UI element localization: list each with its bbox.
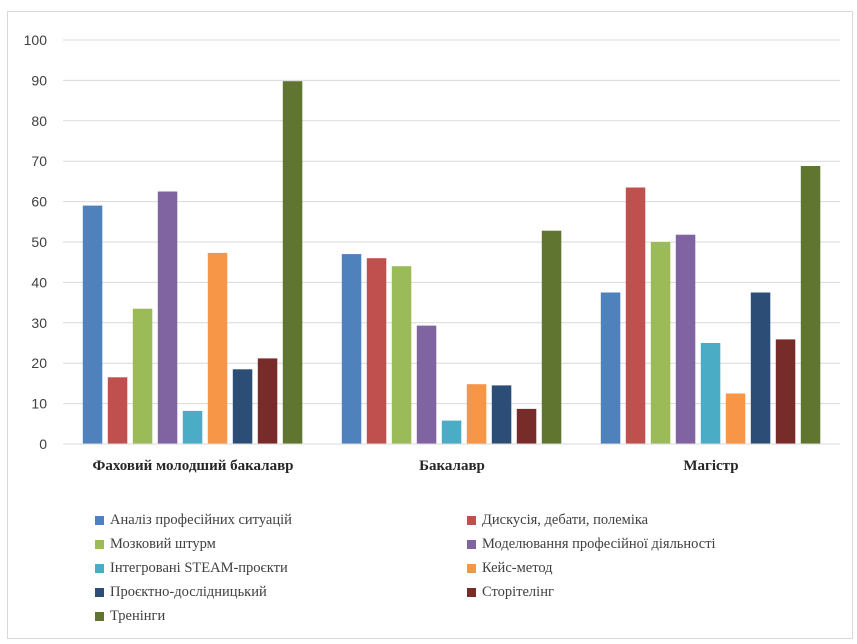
bar <box>282 81 303 444</box>
legend-swatch <box>467 563 476 573</box>
bar <box>775 339 796 444</box>
y-axis-ticks: 0 10 20 30 40 50 60 70 80 90 100 <box>24 32 48 452</box>
bar <box>82 205 103 444</box>
bar <box>366 258 387 444</box>
bar <box>466 384 487 444</box>
category-label: Магістр <box>683 458 738 474</box>
y-tick-label: 60 <box>31 194 47 210</box>
y-tick-label: 80 <box>31 113 47 129</box>
y-tick-label: 50 <box>31 234 47 250</box>
legend-swatch <box>95 539 104 549</box>
legend-swatch <box>95 587 104 597</box>
bar-chart: 0 10 20 30 40 50 60 70 80 90 100 Фаховий молодший … <box>24 32 840 474</box>
legend-item: Аналіз професійних ситуацій <box>95 510 467 530</box>
y-tick-label: 90 <box>31 72 47 88</box>
bar <box>491 385 512 444</box>
legend-swatch <box>467 587 476 597</box>
legend-swatch <box>95 515 104 525</box>
legend-item: Тренінги <box>95 606 467 626</box>
legend-label: Інтегровані STEAM-проєкти <box>110 559 288 576</box>
bar <box>725 393 746 444</box>
legend-label: Проєктно-дослідницький <box>110 583 267 600</box>
legend-label: Кейс-метод <box>482 559 553 576</box>
category-label: Фаховий молодший бакалавр <box>92 458 293 474</box>
bar <box>625 187 646 444</box>
bar <box>182 410 203 444</box>
bar <box>441 420 462 444</box>
bars <box>82 81 821 444</box>
bar <box>416 325 437 444</box>
bar <box>600 292 621 444</box>
legend-label: Аналіз професійних ситуацій <box>110 511 292 528</box>
legend-label: Дискусія, дебати, полеміка <box>482 511 649 528</box>
bar <box>675 234 696 444</box>
legend-swatch <box>95 563 104 573</box>
gridlines <box>63 39 840 405</box>
legend-item: Дискусія, дебати, полеміка <box>467 510 795 530</box>
bar <box>207 252 228 444</box>
bar <box>800 166 821 444</box>
legend-swatch <box>467 515 476 525</box>
legend-label: Мозковий штурм <box>110 535 216 552</box>
legend-item: Сторітелінг <box>467 582 795 602</box>
bar <box>391 266 412 444</box>
y-tick-label: 100 <box>24 32 48 48</box>
bar <box>232 369 253 444</box>
legend-item: Кейс-метод <box>467 558 795 578</box>
legend: Аналіз професійних ситуацій Дискусія, де… <box>95 510 795 626</box>
y-tick-label: 20 <box>31 355 47 371</box>
bar <box>107 377 128 444</box>
category-labels: Фаховий молодший бакалавр Бакалавр Магіс… <box>92 458 738 474</box>
bar <box>132 308 153 444</box>
bar <box>750 292 771 444</box>
y-tick-label: 40 <box>31 274 47 290</box>
legend-item: Моделювання професійної діяльності <box>467 534 795 554</box>
bar <box>157 191 178 444</box>
legend-swatch <box>95 611 104 621</box>
bar <box>650 242 671 444</box>
y-tick-label: 0 <box>39 436 47 452</box>
legend-item: Проєктно-дослідницький <box>95 582 467 602</box>
y-tick-label: 30 <box>31 315 47 331</box>
legend-item: Мозковий штурм <box>95 534 467 554</box>
bar <box>257 358 278 444</box>
legend-label: Сторітелінг <box>482 583 554 600</box>
bar <box>341 254 362 444</box>
bar <box>541 230 562 444</box>
bar <box>700 343 721 444</box>
y-tick-label: 70 <box>31 153 47 169</box>
bar <box>516 408 537 444</box>
y-tick-label: 10 <box>31 396 47 412</box>
legend-label: Тренінги <box>110 607 166 624</box>
category-label: Бакалавр <box>419 458 485 474</box>
legend-label: Моделювання професійної діяльності <box>482 535 716 552</box>
legend-item: Інтегровані STEAM-проєкти <box>95 558 467 578</box>
legend-swatch <box>467 539 476 549</box>
